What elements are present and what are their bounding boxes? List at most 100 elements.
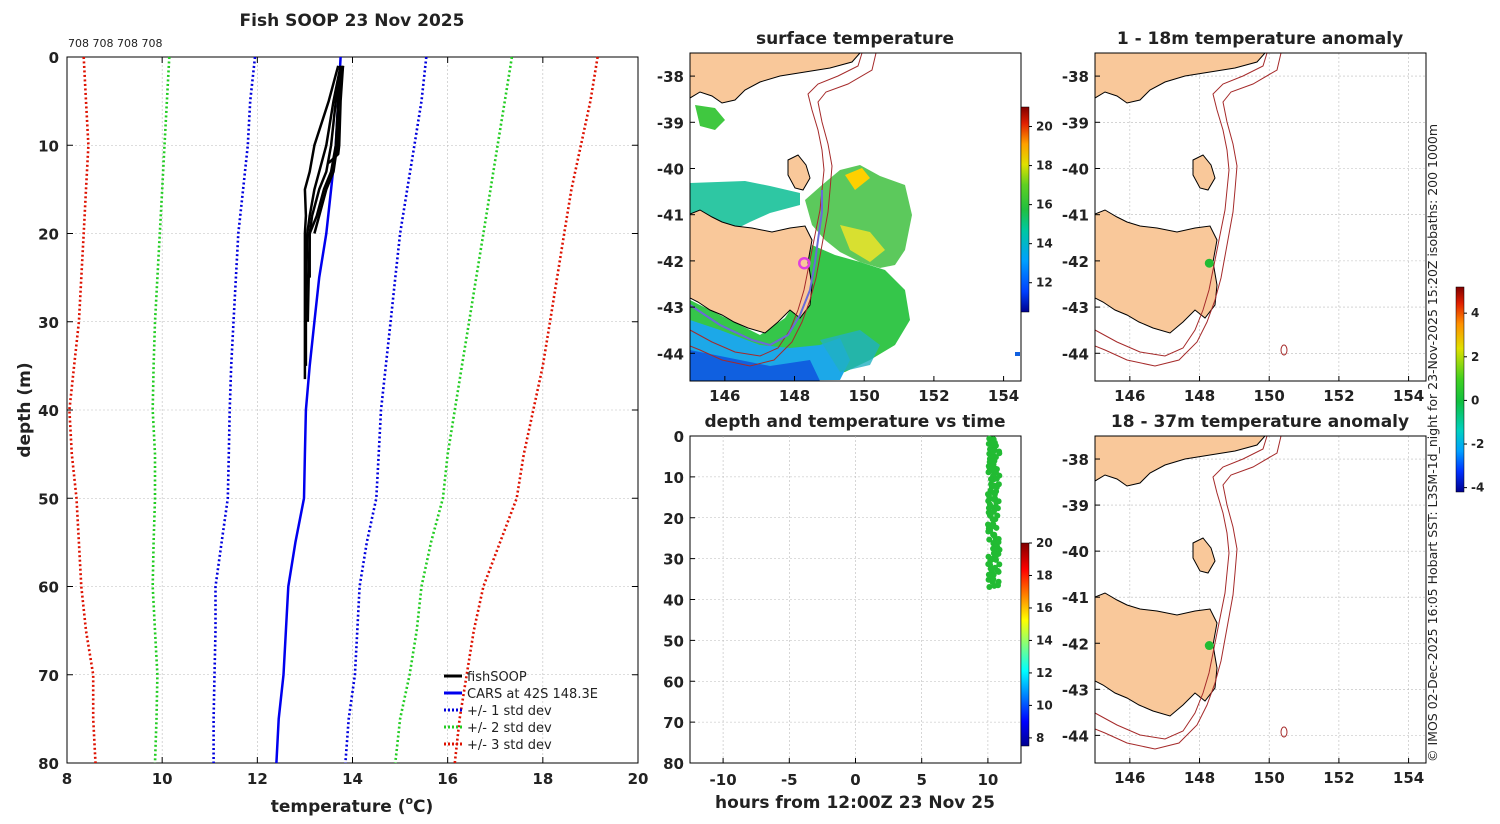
anomaly-colorbar-tick-label: 4 — [1471, 306, 1479, 320]
anomaly1-axes-bg — [1095, 53, 1426, 381]
anomaly2-ytick-label: -41 — [1062, 589, 1089, 607]
anomaly-colorbar-tick-label: -4 — [1471, 481, 1484, 495]
legend-label-std1: +/- 1 std dev — [467, 704, 552, 719]
sst-xtick-label: 152 — [918, 387, 949, 405]
profile-title: Fish SOOP 23 Nov 2025 — [240, 11, 465, 31]
sst-ticks: 146 148 150 152 154 -38 -39 -40 -41 -42 -43 -44 — [657, 68, 1019, 405]
timeseries-point — [992, 442, 999, 449]
anomaly1-isobath-1000 — [1095, 53, 1282, 367]
anomaly2-ytick-label: -40 — [1062, 543, 1089, 561]
anomaly2-ytick-label: -44 — [1062, 727, 1089, 745]
timeseries-ytick-label: 20 — [663, 510, 684, 528]
timeseries-point — [985, 469, 992, 476]
timeseries-point — [988, 556, 995, 563]
timeseries-colorbar-tick-label: 16 — [1036, 601, 1053, 615]
timeseries-point — [991, 582, 998, 589]
anomaly1-xtick-label: 150 — [1254, 387, 1285, 405]
anomaly1-land-mainland — [1095, 53, 1266, 104]
profile-fishsoop-cast — [313, 65, 342, 234]
anomaly2-axes-box — [1094, 435, 1427, 764]
timeseries-point — [993, 475, 1000, 482]
anomaly1-ytick-label: -43 — [1062, 299, 1089, 317]
profile-series--3-std — [453, 56, 599, 764]
anomaly1-seamount-contour — [1280, 344, 1288, 356]
profile-ytick-label: 60 — [38, 579, 59, 597]
timeseries-title: depth and temperature vs time — [705, 412, 1006, 432]
sst-land-mainland — [690, 53, 861, 104]
anomaly2-land-flinders-island — [1192, 537, 1216, 574]
anomaly2-xtick-label: 150 — [1254, 769, 1285, 787]
anomaly2-ytick-label: -43 — [1062, 681, 1089, 699]
anomaly2-xtick-label: 148 — [1184, 769, 1215, 787]
sst-ytick-label: -40 — [657, 160, 684, 178]
profile-xtick-label: 8 — [62, 770, 72, 788]
profile-ytick-label: 10 — [38, 137, 59, 155]
profile-top-annotation: 708 708 708 708 — [68, 37, 162, 50]
timeseries-xlabel: hours from 12:00Z 23 Nov 25 — [715, 793, 995, 813]
profile-xtick-label: 16 — [437, 770, 458, 788]
timeseries-colorbar — [1020, 542, 1030, 747]
profile-ylabel: depth (m) — [15, 362, 35, 457]
sst-ytick-label: -41 — [657, 207, 684, 225]
anomaly2-grid — [1095, 436, 1426, 763]
anomaly1-ytick-label: -39 — [1062, 114, 1089, 132]
timeseries-chart: depth and temperature vs time -10 -5 0 5 10 0… — [663, 412, 1053, 813]
sst-ship-track — [690, 190, 823, 347]
sst-patch-east-warm — [805, 165, 912, 268]
anomaly1-station-marker — [1204, 258, 1214, 268]
anomaly1-ytick-label: -42 — [1062, 253, 1089, 271]
legend-label-std2: +/- 2 std dev — [467, 721, 552, 736]
timeseries-point — [995, 539, 1002, 546]
profile-xtick-label: 20 — [628, 770, 649, 788]
anomaly1-xtick-label: 146 — [1114, 387, 1145, 405]
sst-colorbar-tick-label: 20 — [1036, 120, 1053, 134]
timeseries-colorbar-ticks: 8 10 12 14 16 18 20 — [1029, 536, 1053, 745]
legend-label-cars: CARS at 42S 148.3E — [467, 687, 598, 702]
timeseries-point — [987, 446, 993, 453]
sst-ytick-label: -42 — [657, 253, 684, 271]
sst-ytick-label: -39 — [657, 114, 684, 132]
timeseries-colorbar-tick-label: 18 — [1036, 568, 1053, 582]
anomaly2-ytick-label: -38 — [1062, 451, 1089, 469]
timeseries-colorbar-tick-label: 8 — [1036, 731, 1044, 745]
sst-colorbar-tick-label: 12 — [1036, 276, 1053, 290]
sst-colorbar-tick-label: 14 — [1036, 237, 1053, 251]
anomaly1-xtick-label: 148 — [1184, 387, 1215, 405]
sst-xtick-label: 150 — [849, 387, 880, 405]
timeseries-ytick-label: 70 — [663, 714, 684, 732]
timeseries-xtick-label: 0 — [850, 771, 860, 789]
anomaly-colorbar-tick-label: 0 — [1471, 393, 1479, 407]
anomaly2-station-marker — [1204, 641, 1214, 651]
anomaly2-title: 18 - 37m temperature anomaly — [1111, 412, 1409, 432]
timeseries-grid — [690, 436, 1021, 763]
sst-colorbar — [1020, 106, 1030, 313]
profile-chart: Fish SOOP 23 Nov 2025 708 708 708 708 8 1… — [15, 11, 648, 817]
sst-patch-hot-north — [845, 168, 870, 190]
sst-ytick-label: -43 — [657, 299, 684, 317]
sst-patch-port-phillip — [695, 105, 725, 130]
credit-text: © IMOS 02-Dec-2025 16:05 Hobart SST: L3S… — [1425, 124, 1440, 762]
profile-ytick-label: 80 — [38, 755, 59, 773]
anomaly1-map-content — [1095, 53, 1426, 381]
timeseries-points — [985, 435, 1003, 590]
profile-series--1-std — [212, 56, 257, 763]
anomaly2-land-mainland — [1095, 436, 1266, 487]
sst-colorbar-ticks: 12 14 16 18 20 — [1029, 120, 1053, 290]
sst-patch-yellow — [840, 225, 885, 262]
anomaly2-xtick-label: 154 — [1393, 769, 1424, 787]
sst-ytick-label: -38 — [657, 68, 684, 86]
sst-pixel-east — [1015, 352, 1020, 356]
anomaly2-ytick-label: -42 — [1062, 635, 1089, 653]
sst-isobath-1000 — [690, 53, 877, 367]
profile-xtick-label: 18 — [532, 770, 553, 788]
profile-ytick-label: 50 — [38, 490, 59, 508]
anomaly2-map-content — [1095, 436, 1426, 763]
legend-label-std3: +/- 3 std dev — [467, 738, 552, 753]
anomaly2-seamount-contour — [1280, 726, 1288, 738]
profile-ytick-label: 40 — [38, 402, 59, 420]
timeseries-colorbar-tick-label: 12 — [1036, 666, 1053, 680]
anomaly2-xtick-label: 146 — [1114, 769, 1145, 787]
profile-fishsoop-cast — [304, 65, 342, 366]
